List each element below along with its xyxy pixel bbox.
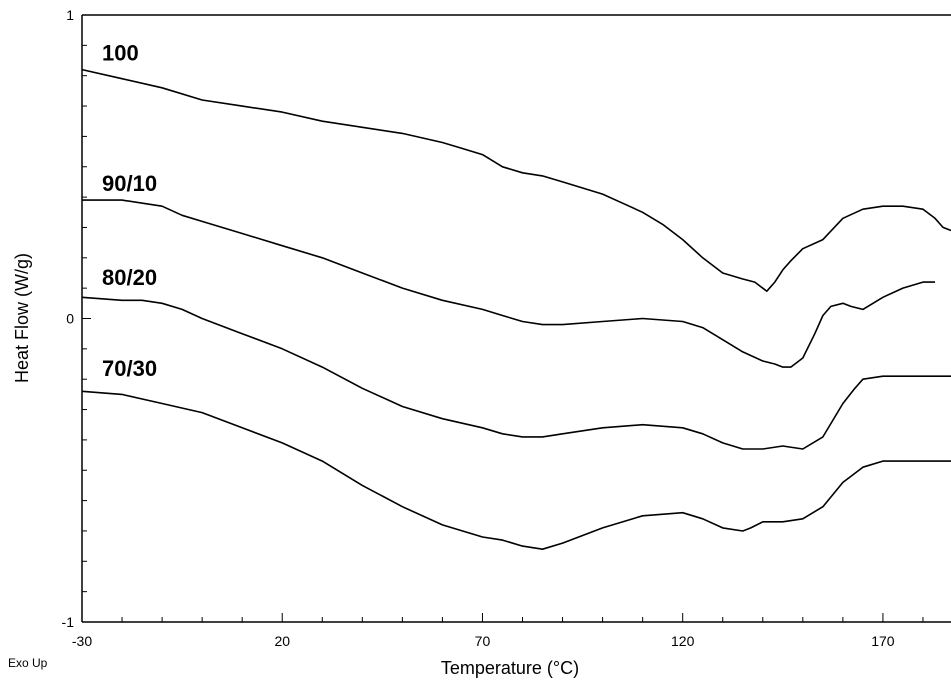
series-line-70-30 bbox=[81, 390, 951, 550]
plot-labels: 100 90/10 80/20 70/30 bbox=[102, 41, 157, 382]
series-line-90-10 bbox=[82, 199, 935, 368]
series-label: 90/10 bbox=[102, 171, 157, 196]
x-tick-label: -30 bbox=[72, 633, 92, 649]
y-axis-title: Heat Flow (W/g) bbox=[12, 253, 32, 383]
y-tick-label: 1 bbox=[66, 7, 74, 23]
series-label: 80/20 bbox=[102, 265, 157, 290]
plot-axes: -30 20 70 120 170 -1 0 1 bbox=[62, 7, 951, 649]
x-tick-label: 170 bbox=[871, 633, 895, 649]
series-label: 70/30 bbox=[102, 356, 157, 381]
y-tick-label: 0 bbox=[66, 311, 74, 327]
exo-up-note: Exo Up bbox=[8, 656, 48, 670]
y-tick-label: -1 bbox=[62, 614, 75, 630]
series-line-100 bbox=[81, 68, 951, 292]
series-label: 100 bbox=[102, 41, 139, 66]
x-tick-label: 70 bbox=[475, 633, 491, 649]
x-axis-title: Temperature (°C) bbox=[441, 658, 579, 678]
series-line-80-20 bbox=[81, 296, 951, 450]
x-tick-label: 20 bbox=[274, 633, 290, 649]
x-tick-label: 120 bbox=[671, 633, 695, 649]
plot-series bbox=[81, 68, 951, 550]
